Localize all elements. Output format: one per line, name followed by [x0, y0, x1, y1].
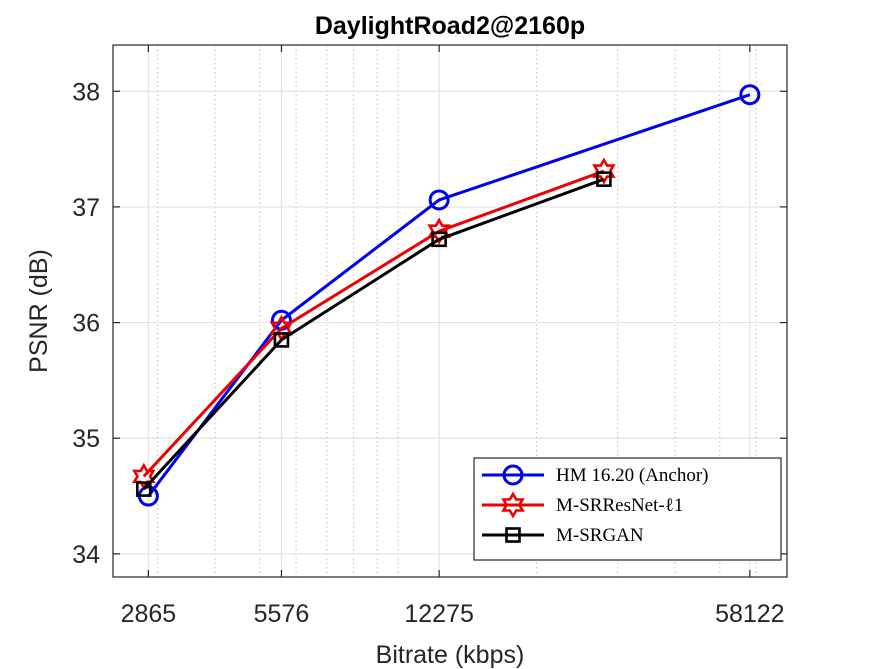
- series-layer: [132, 84, 761, 507]
- chart-title: DaylightRoad2@2160p: [315, 12, 585, 40]
- data-point: [739, 84, 761, 106]
- series-line: [142, 177, 605, 491]
- data-point: [428, 189, 450, 211]
- y-tick-label: 35: [72, 425, 100, 453]
- axis-ticks: 2865 5576 12275 58122 34 35 36 37 38: [72, 45, 787, 628]
- y-tick-label: 36: [72, 310, 100, 338]
- legend-marker: [502, 464, 524, 486]
- legend-item: M-SRGAN: [482, 525, 644, 546]
- legend-item: M-SRResNet-ℓ1: [482, 491, 683, 519]
- data-point: [431, 231, 447, 248]
- y-tick-label: 38: [72, 78, 100, 106]
- data-point: [273, 332, 290, 348]
- y-tick-label: 37: [72, 194, 100, 222]
- legend-item: HM 16.20 (Anchor): [482, 464, 709, 486]
- legend-marker: [505, 527, 521, 543]
- series-3: [136, 171, 612, 497]
- data-point: [596, 171, 612, 187]
- x-tick-label: 2865: [121, 600, 177, 628]
- data-point: [136, 481, 152, 497]
- y-tick-label: 34: [72, 541, 100, 569]
- series-line: [147, 93, 751, 497]
- data-point: [427, 217, 451, 245]
- x-tick-label: 58122: [715, 600, 785, 628]
- series-line: [142, 169, 605, 478]
- y-axis-label: PSNR (dB): [25, 249, 53, 373]
- legend: HM 16.20 (Anchor) M-SRResNet-ℓ1 M-SRGAN: [473, 457, 782, 561]
- x-tick-label: 5576: [254, 600, 310, 628]
- legend-label: HM 16.20 (Anchor): [556, 465, 709, 486]
- data-point: [592, 157, 616, 185]
- axes-box: [112, 44, 788, 578]
- legend-label: M-SRResNet-ℓ1: [556, 495, 683, 516]
- legend-label: M-SRGAN: [556, 525, 644, 546]
- x-tick-label: 12275: [404, 600, 474, 628]
- x-axis-label: Bitrate (kbps): [376, 641, 525, 669]
- legend-marker: [501, 491, 525, 519]
